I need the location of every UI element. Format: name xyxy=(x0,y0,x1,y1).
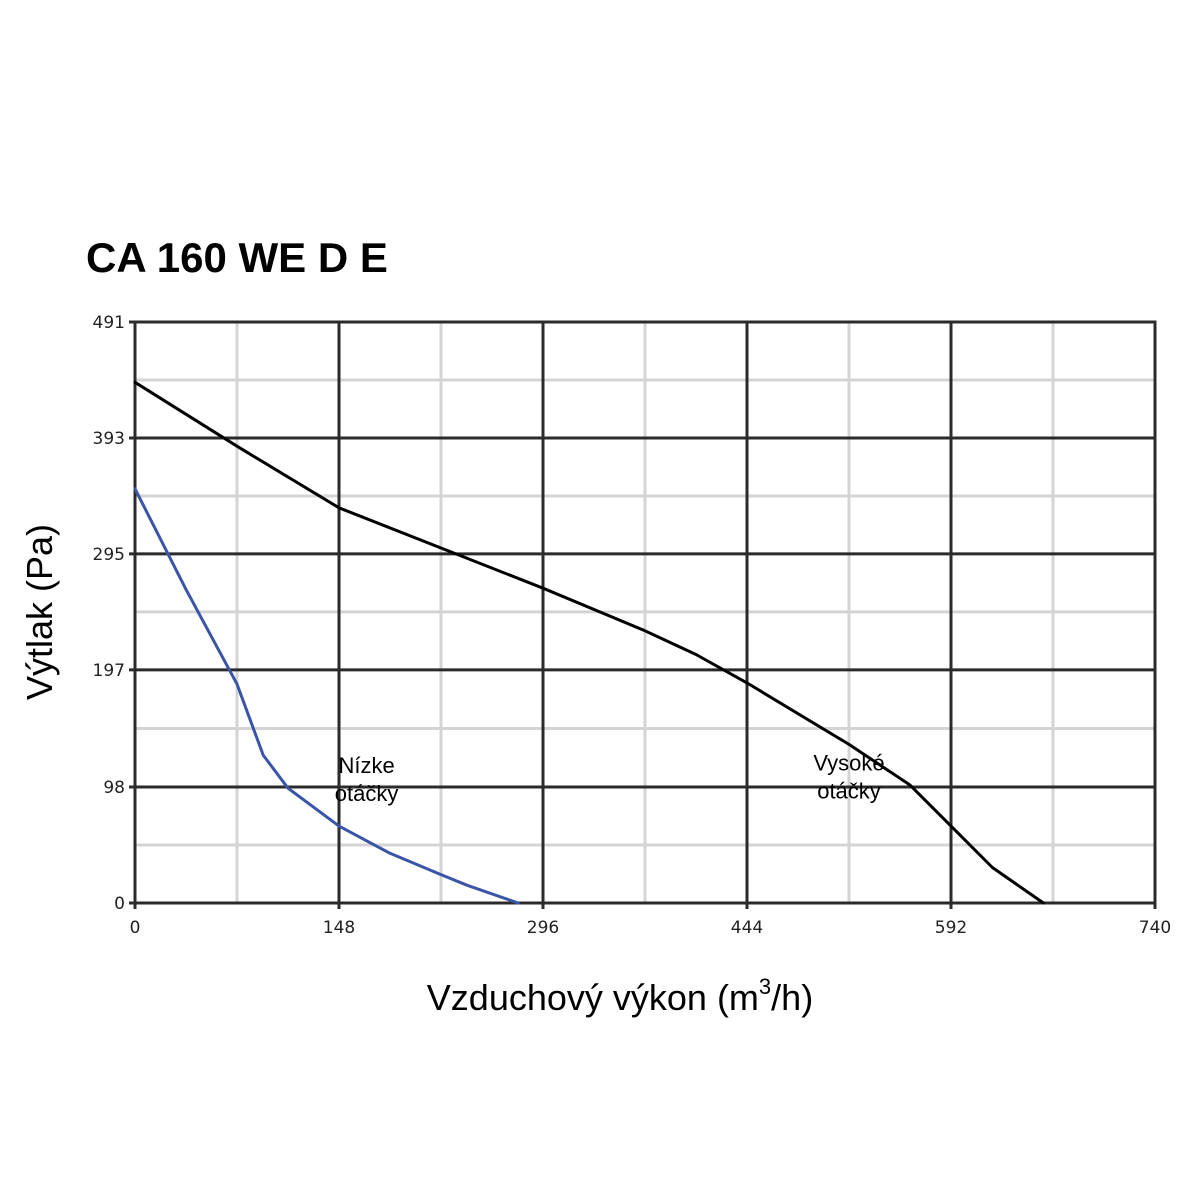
series-layer xyxy=(133,380,1045,905)
y-tick-label: 295 xyxy=(93,545,125,565)
x-tick-labels: 0 148 296 444 592 740 xyxy=(130,918,1172,938)
x-axis-label: Vzduchový výkon (m3/h) xyxy=(427,974,813,1018)
annotation-vysoke-otacky: Vysoké otáčky xyxy=(813,750,884,803)
y-tick-label: 98 xyxy=(103,778,125,798)
y-tick-labels: 0 98 197 295 393 491 xyxy=(93,313,125,914)
x-tick-label: 296 xyxy=(527,918,559,938)
y-tick-label: 393 xyxy=(93,429,125,449)
major-gridlines xyxy=(129,320,1157,909)
plot-frame xyxy=(133,320,1157,905)
series-line-nizke-otacky xyxy=(133,487,520,905)
y-tick-label: 0 xyxy=(114,894,125,914)
x-tick-label: 148 xyxy=(323,918,355,938)
y-axis-label: Výtlak (Pa) xyxy=(19,524,60,700)
annotations: Nízke otáčky Vysoké otáčky xyxy=(335,750,885,805)
x-tick-label: 0 xyxy=(130,918,141,938)
x-tick-label: 740 xyxy=(1139,918,1171,938)
minor-gridlines xyxy=(135,322,1155,903)
chart-title: CA 160 WE D E xyxy=(86,234,388,281)
y-tick-label: 197 xyxy=(93,661,125,681)
x-tick-label: 592 xyxy=(935,918,967,938)
y-tick-label: 491 xyxy=(93,313,125,333)
x-tick-label: 444 xyxy=(731,918,763,938)
series-line-vysoke-otacky xyxy=(133,380,1045,905)
annotation-nizke-otacky: Nízke otáčky xyxy=(335,753,399,806)
